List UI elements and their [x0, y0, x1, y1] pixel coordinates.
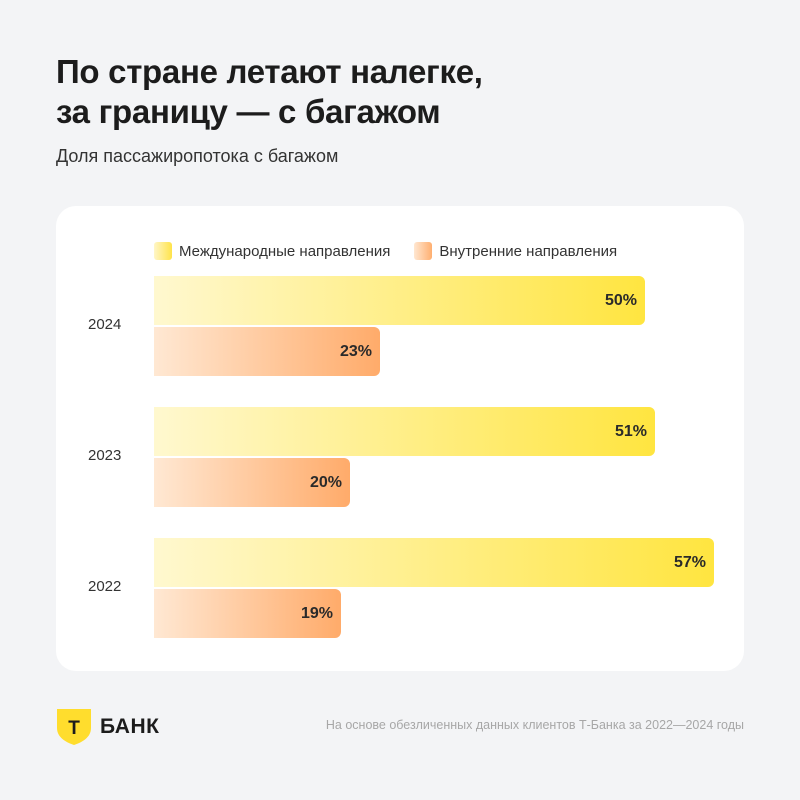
- bar-value-label: 23%: [339, 343, 372, 360]
- svg-text:Т: Т: [68, 718, 80, 739]
- bar-international-2024: 50%: [154, 276, 645, 325]
- chart-subtitle: Доля пассажиропотока с багажом: [56, 146, 339, 166]
- page-title: По стране летают налегке, за границу — с…: [56, 52, 483, 132]
- legend-item-domestic: Внутренние направления: [414, 242, 617, 260]
- chart-card: Международные направления Внутренние нап…: [56, 206, 744, 671]
- chart-legend: Международные направления Внутренние нап…: [154, 242, 641, 260]
- legend-swatch-domestic: [414, 242, 433, 260]
- bar-domestic-2023: 20%: [154, 458, 350, 507]
- bar-domestic-2024: 23%: [154, 327, 380, 376]
- bar-value-label: 57%: [673, 554, 706, 571]
- bar-value-label: 51%: [614, 423, 647, 440]
- brand-logo: Т БАНК: [56, 708, 159, 746]
- legend-label-domestic: Внутренние направления: [439, 242, 618, 260]
- title-line-2: за границу — с багажом: [56, 93, 441, 130]
- year-label-2022: 2022: [88, 578, 122, 595]
- bar-domestic-2022: 19%: [154, 589, 341, 638]
- bar-international-2022: 57%: [154, 538, 714, 587]
- bar-value-label: 19%: [300, 605, 333, 622]
- bar-value-label: 20%: [309, 474, 342, 491]
- bar-international-2023: 51%: [154, 407, 655, 456]
- t-bank-shield-icon: Т: [57, 709, 91, 745]
- legend-swatch-international: [154, 242, 172, 260]
- source-note: На основе обезличенных данных клиентов Т…: [325, 718, 744, 732]
- year-label-2024: 2024: [88, 316, 122, 333]
- year-label-2023: 2023: [88, 447, 122, 464]
- bar-value-label: 50%: [604, 292, 637, 309]
- legend-item-international: Международные направления: [154, 242, 390, 260]
- title-line-1: По стране летают налегке,: [56, 53, 483, 90]
- brand-name: БАНК: [100, 715, 160, 738]
- legend-label-international: Международные направления: [179, 242, 391, 260]
